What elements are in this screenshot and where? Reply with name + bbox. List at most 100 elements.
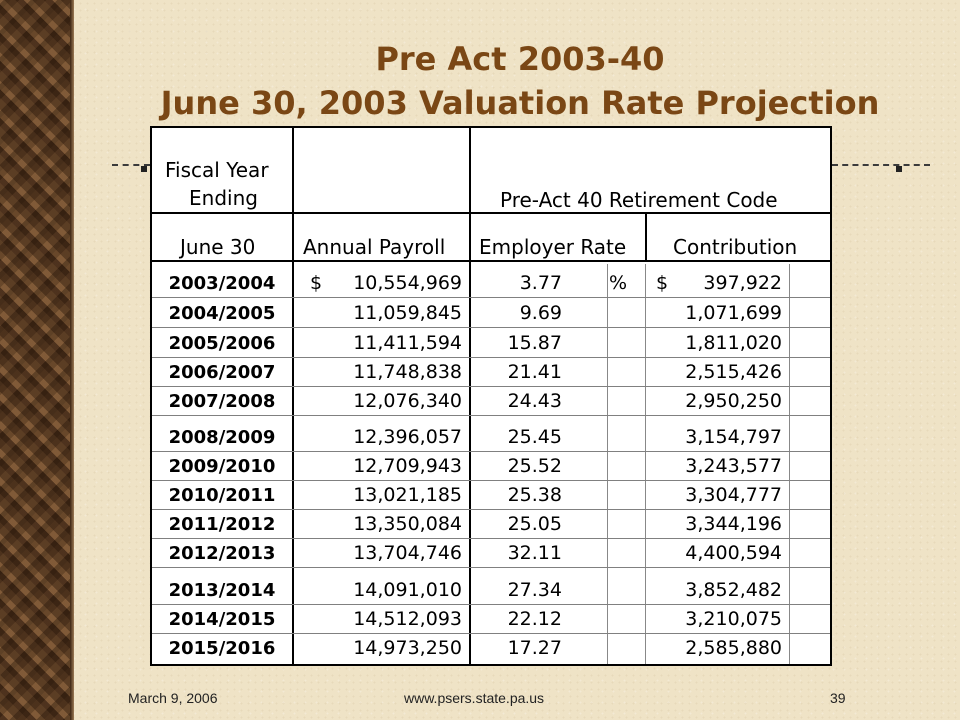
header-fiscal-year: Fiscal Year (165, 158, 269, 182)
header-bottom-border (150, 260, 832, 262)
annual-payroll: 12,709,943 (353, 455, 462, 477)
employer-rate: 32.11 (507, 542, 562, 564)
table-row: 2012/2013 13,704,746 32.11 4,400,594 (152, 540, 830, 567)
annual-payroll: 14,512,093 (353, 608, 462, 630)
divider-right (832, 164, 930, 166)
contribution: 1,071,699 (685, 302, 782, 324)
header-mid-border (150, 212, 832, 214)
fiscal-year: 2005/2006 (168, 333, 276, 354)
sidebar-texture (0, 0, 70, 720)
contribution: 2,515,426 (685, 361, 782, 383)
table-row: 2005/2006 11,411,594 15.87 1,811,020 (152, 330, 830, 357)
annual-payroll: 12,076,340 (353, 390, 462, 412)
header-group-label: Pre-Act 40 Retirement Code (500, 188, 778, 212)
fiscal-year: 2009/2010 (168, 456, 276, 477)
row-separator (152, 567, 830, 568)
employer-rate: 25.38 (507, 484, 562, 506)
contribution: 3,154,797 (685, 426, 782, 448)
employer-rate: 17.27 (507, 637, 562, 659)
slide-title-line1: Pre Act 2003-40 (375, 40, 665, 78)
row-separator (152, 480, 830, 481)
row-separator (152, 327, 830, 328)
header-divider-rate (645, 212, 647, 262)
sidebar-edge (70, 0, 74, 720)
header-ending: Ending (189, 186, 258, 210)
fiscal-year: 2013/2014 (168, 580, 276, 601)
annual-payroll: 10,554,969 (353, 272, 462, 294)
row-separator (152, 357, 830, 358)
header-employer-rate: Employer Rate (479, 235, 627, 259)
employer-rate: 9.69 (519, 302, 562, 324)
row-separator (152, 509, 830, 510)
header-june-30: June 30 (180, 235, 256, 259)
table-row: 2007/2008 12,076,340 24.43 2,950,250 (152, 388, 830, 415)
col-divider-year (292, 126, 294, 666)
annual-payroll: 11,411,594 (353, 332, 462, 354)
annual-payroll: 13,704,746 (353, 542, 462, 564)
rate-projection-table (150, 126, 832, 666)
row-separator (152, 386, 830, 387)
row-separator (152, 604, 830, 605)
footer-page-number: 39 (830, 690, 846, 706)
col-divider-rate (645, 264, 646, 664)
contribution: 3,304,777 (685, 484, 782, 506)
fiscal-year: 2003/2004 (168, 273, 276, 294)
employer-rate: 25.45 (507, 426, 562, 448)
contribution: 397,922 (703, 272, 782, 294)
header-annual-payroll: Annual Payroll (303, 235, 446, 259)
contribution: 4,400,594 (685, 542, 782, 564)
row-separator (152, 451, 830, 452)
slide-title-line2: June 30, 2003 Valuation Rate Projection (160, 84, 880, 122)
table-row: 2010/2011 13,021,185 25.38 3,304,777 (152, 482, 830, 509)
table-row: 2013/2014 14,091,010 27.34 3,852,482 (152, 577, 830, 604)
contribution: 3,852,482 (685, 579, 782, 601)
fiscal-year: 2015/2016 (168, 638, 276, 659)
contribution: 3,243,577 (685, 455, 782, 477)
table-bottom-border (150, 664, 832, 666)
col-divider-pct (607, 264, 608, 664)
header-contribution: Contribution (673, 235, 798, 259)
table-row: 2008/2009 12,396,057 25.45 3,154,797 (152, 424, 830, 451)
employer-rate: 22.12 (507, 608, 562, 630)
contribution: 3,344,196 (685, 513, 782, 535)
fiscal-year: 2007/2008 (168, 391, 276, 412)
fiscal-year: 2010/2011 (168, 485, 276, 506)
table-row: 2009/2010 12,709,943 25.52 3,243,577 (152, 453, 830, 480)
fiscal-year: 2008/2009 (168, 427, 276, 448)
divider-left (112, 164, 150, 166)
contribution: 2,950,250 (685, 390, 782, 412)
table-row: 2004/2005 11,059,845 9.69 1,071,699 (152, 300, 830, 327)
row-separator (152, 633, 830, 634)
table-left-border (150, 126, 152, 666)
table-row: 2003/2004 $ 10,554,969 3.77 % $ 397,922 (152, 270, 830, 297)
fiscal-year: 2011/2012 (168, 514, 276, 535)
annual-payroll: 11,059,845 (353, 302, 462, 324)
employer-rate: 15.87 (507, 332, 562, 354)
table-row: 2011/2012 13,350,084 25.05 3,344,196 (152, 511, 830, 538)
table-top-border (150, 126, 832, 128)
fiscal-year: 2012/2013 (168, 543, 276, 564)
employer-rate: 27.34 (507, 579, 562, 601)
fiscal-year: 2006/2007 (168, 362, 276, 383)
annual-payroll: 14,973,250 (353, 637, 462, 659)
row-separator (152, 415, 830, 416)
col-divider-payroll (469, 126, 471, 666)
annual-payroll: 13,021,185 (353, 484, 462, 506)
table-row: 2015/2016 14,973,250 17.27 2,585,880 (152, 635, 830, 662)
contribution: 1,811,020 (685, 332, 782, 354)
rate-unit: % (608, 272, 628, 294)
footer-url: www.psers.state.pa.us (404, 690, 545, 706)
footer-date: March 9, 2006 (128, 690, 218, 706)
row-separator (152, 297, 830, 298)
employer-rate: 21.41 (507, 361, 562, 383)
employer-rate: 3.77 (519, 272, 562, 294)
table-row: 2006/2007 11,748,838 21.41 2,515,426 (152, 359, 830, 386)
annual-payroll: 14,091,010 (353, 579, 462, 601)
annual-payroll: 11,748,838 (353, 361, 462, 383)
contribution-currency: $ (656, 272, 669, 294)
divider-dot-left (141, 166, 147, 172)
contribution: 3,210,075 (685, 608, 782, 630)
table-row: 2014/2015 14,512,093 22.12 3,210,075 (152, 606, 830, 633)
employer-rate: 25.05 (507, 513, 562, 535)
divider-dot-right (896, 166, 902, 172)
